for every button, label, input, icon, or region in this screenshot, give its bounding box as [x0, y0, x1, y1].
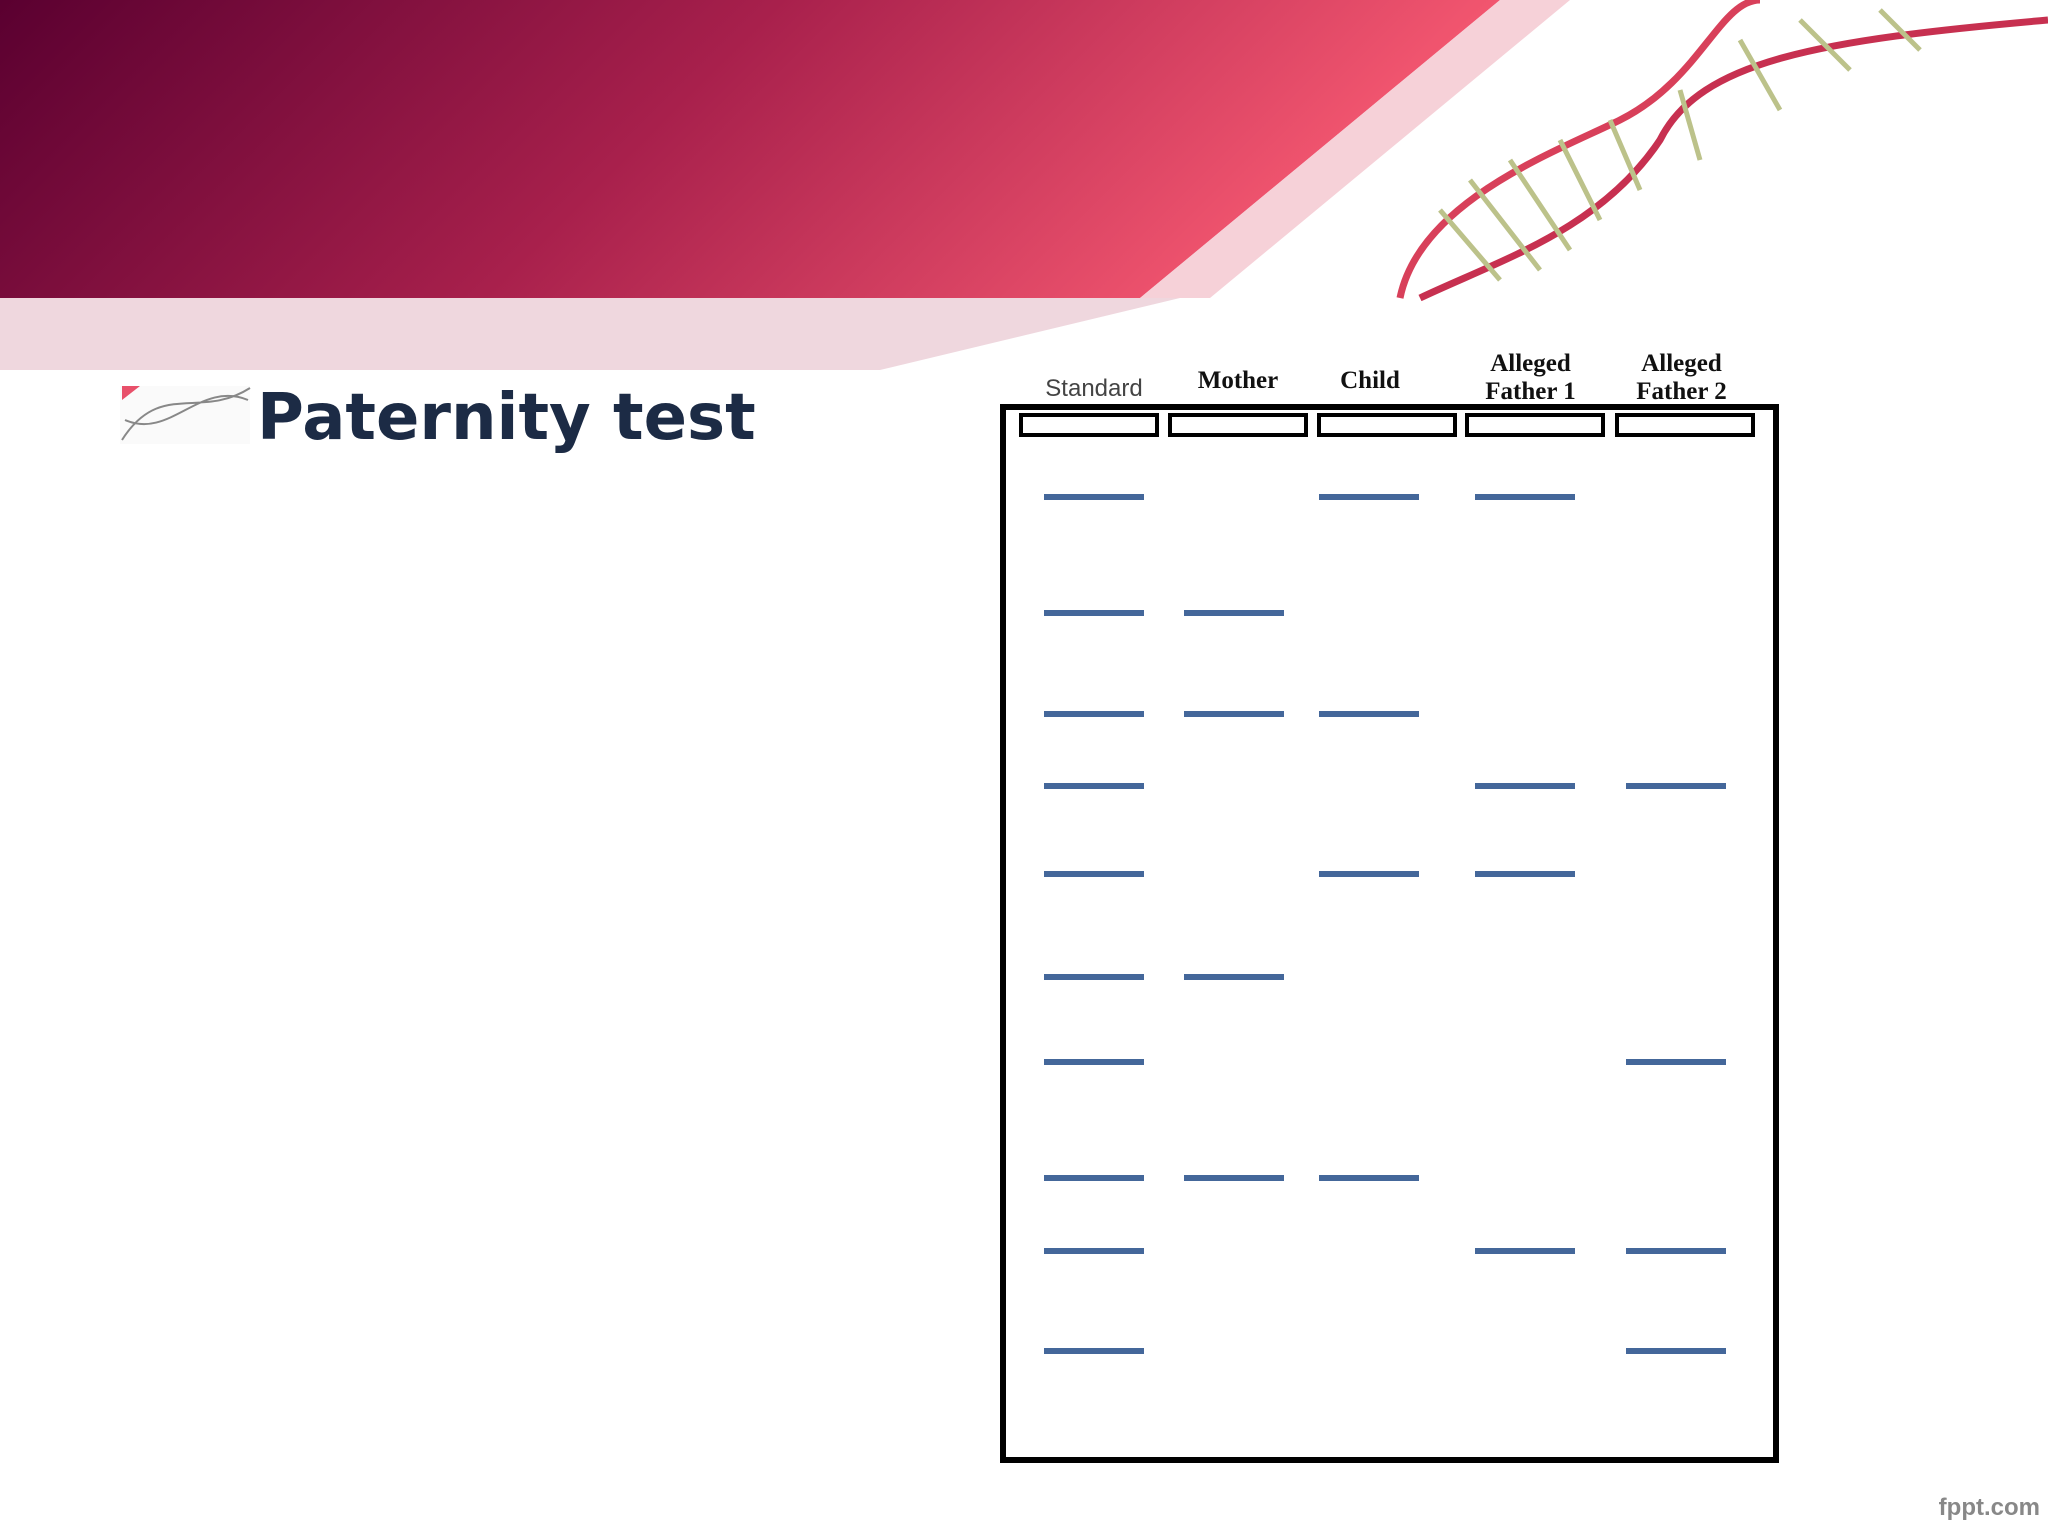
- lane-label: Mother: [1197, 367, 1279, 394]
- header-stripe: [1140, 0, 1570, 298]
- header-light-band: [0, 298, 1180, 370]
- lane-label: Alleged Father 1: [1485, 350, 1576, 405]
- header-banner: [0, 0, 1500, 298]
- lane-label: Child: [1340, 367, 1400, 394]
- lane-label: Alleged Father 2: [1636, 350, 1727, 405]
- gel: [1000, 404, 1779, 1463]
- title-icon: [120, 386, 251, 444]
- dna-graphic: [1396, 0, 2048, 302]
- gel-bands: [1044, 494, 1726, 1354]
- lane-label: Standard: [1045, 375, 1143, 402]
- slide-title: Paternity test: [257, 381, 756, 455]
- footer: fppt.com: [1938, 1494, 2040, 1521]
